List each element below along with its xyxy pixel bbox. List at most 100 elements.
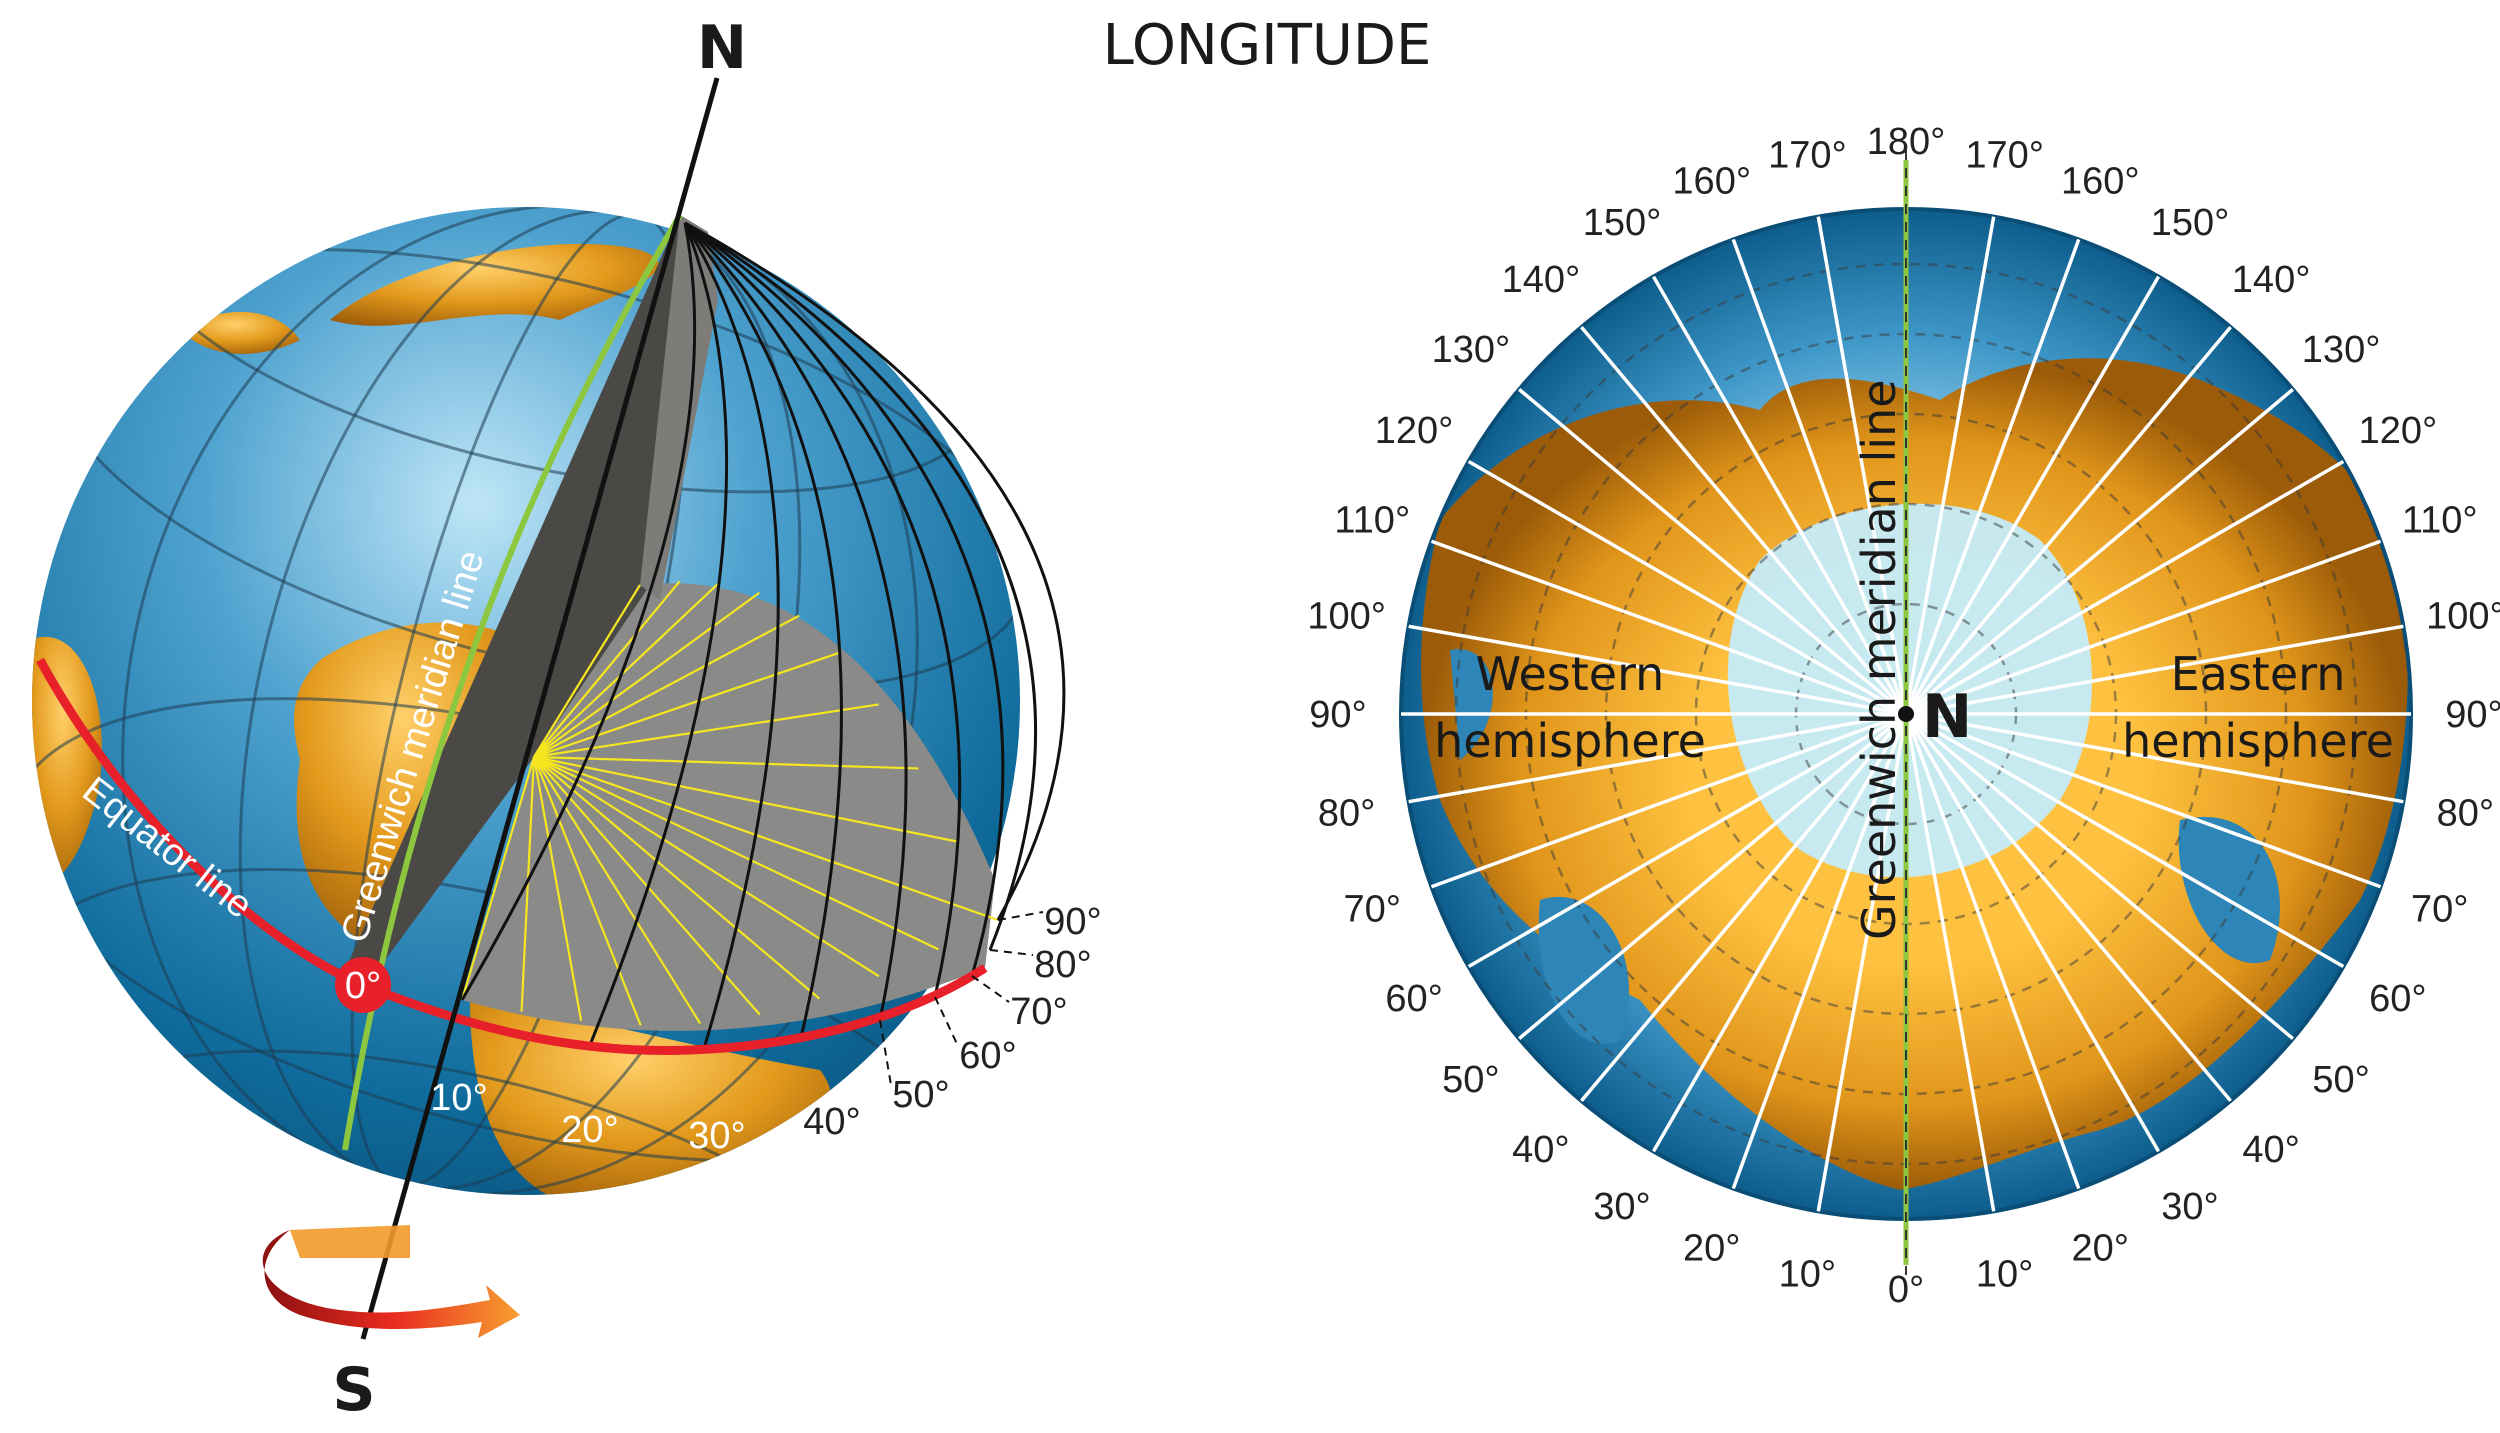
meridian-spoke: [1408, 712, 1907, 804]
fan-line: [533, 581, 721, 758]
fan-line: [533, 614, 800, 758]
meridian-spoke: [1905, 712, 2345, 969]
meridian-spoke: [1904, 713, 2081, 1190]
meridian-spoke: [1816, 713, 1908, 1212]
fan-line: [520, 756, 536, 1012]
east-longitude-label: 30°: [2161, 1186, 2218, 1228]
western-hemisphere-label-2: hemisphere: [1434, 714, 1706, 768]
globe-degree-label: 10°: [430, 1077, 487, 1119]
meridian-spoke: [1904, 326, 2232, 716]
east-longitude-label: 140°: [2232, 259, 2311, 301]
meridian-spoke: [1731, 238, 1908, 715]
meridian-arc: [684, 221, 1038, 951]
west-longitude-label: 60°: [1385, 978, 1442, 1020]
rotation-arrow-icon: [262, 1230, 520, 1338]
east-longitude-label: 100°: [2426, 595, 2500, 637]
label-leader: [989, 949, 1034, 956]
label-leader: [879, 1019, 892, 1086]
meridian-spoke: [1731, 713, 1908, 1190]
meridian-spoke: [1816, 216, 1908, 715]
meridian-spoke: [1905, 712, 2382, 889]
west-longitude-label: 50°: [1442, 1059, 1499, 1101]
globe-degree-label: 30°: [688, 1115, 745, 1157]
fan-line: [533, 580, 681, 758]
south-pole-label: S: [332, 1355, 375, 1425]
west-longitude-label: 80°: [1318, 793, 1375, 835]
globe-degree-label: 80°: [1034, 944, 1091, 986]
western-hemisphere-label-1: Western: [1476, 647, 1665, 701]
meridian-spoke: [1580, 326, 1908, 716]
meridian-spokes: [1401, 216, 2411, 1212]
origin-marker: [335, 957, 391, 1013]
meridian-spoke: [1905, 459, 2345, 716]
meridian-arcs: [460, 221, 1066, 1053]
globe-degree-label: 70°: [1010, 991, 1067, 1033]
meridian-arc: [588, 222, 729, 1046]
west-longitude-label: 20°: [1683, 1228, 1740, 1270]
meridian-arc: [460, 222, 697, 1001]
meridian-spoke: [1580, 712, 1908, 1102]
equator-line: [36, 657, 988, 1055]
meridian-spoke: [1904, 712, 2294, 1040]
label-leader: [997, 911, 1044, 921]
east-longitude-label: 170°: [1965, 135, 2044, 177]
fan-line: [532, 756, 583, 1021]
greenwich-meridian-line: [342, 213, 683, 1151]
fan-line: [460, 756, 536, 1001]
meridian-spoke: [1408, 624, 1907, 716]
fan-line: [532, 756, 642, 1026]
east-longitude-label: 120°: [2359, 410, 2438, 452]
origin-label: 0°: [345, 965, 381, 1007]
west-longitude-label: 70°: [1344, 888, 1401, 930]
east-longitude-label: 20°: [2072, 1228, 2129, 1270]
meridian-spoke: [1904, 712, 2232, 1102]
fan-line: [533, 651, 840, 759]
label-leader: [971, 975, 1010, 1003]
globe-degree-label: 60°: [959, 1035, 1016, 1077]
meridian-arc: [684, 221, 1005, 977]
equatorial-plane: [462, 583, 995, 1031]
east-longitude-label: 90°: [2445, 694, 2500, 736]
polar-north-label: N: [1922, 682, 1972, 752]
west-longitude-label: 30°: [1593, 1186, 1650, 1228]
rotation-arrow-tail: [290, 1225, 410, 1258]
fan-line: [533, 584, 641, 758]
eastern-hemisphere-label-1: Eastern: [2171, 647, 2346, 701]
fan-line: [533, 756, 939, 951]
west-longitude-label: 170°: [1768, 135, 1847, 177]
meridian-arc: [684, 221, 1066, 921]
meridian-fan-lines: [460, 580, 999, 1026]
fan-line: [533, 755, 999, 922]
meridian-spoke: [1518, 388, 1908, 716]
meridian-spoke: [1430, 712, 1907, 889]
label-leader: [934, 996, 959, 1047]
earth-axis: [360, 77, 720, 1340]
longitude-180-label: 180°: [1867, 121, 1946, 163]
west-longitude-label: 90°: [1309, 694, 1366, 736]
globe-degree-labels: 10° 20° 30° 40° 50°60°70° 80°90°: [430, 901, 1101, 1157]
west-longitude-label: 140°: [1502, 259, 1581, 301]
meridian-spoke: [1904, 388, 2294, 716]
meridian-plane: [345, 215, 708, 978]
meridian-spoke: [1904, 238, 2081, 715]
north-pole-label: N: [697, 13, 747, 83]
globe-degree-label: 40°: [803, 1101, 860, 1143]
polar-view: 10°10°20°20°30°30°40°40°50°50°60°60°70°7…: [1307, 121, 2500, 1311]
meridian-spoke: [1518, 712, 1908, 1040]
fan-line: [533, 755, 919, 770]
west-longitude-label: 160°: [1672, 160, 1751, 202]
east-longitude-label: 50°: [2312, 1059, 2369, 1101]
west-longitude-label: 40°: [1512, 1129, 1569, 1171]
east-longitude-label: 40°: [2242, 1129, 2299, 1171]
meridian-spoke: [1905, 539, 2382, 716]
meridian-spoke: [1430, 539, 1907, 716]
meridian-spoke: [1905, 624, 2404, 716]
west-longitude-label: 150°: [1583, 202, 1662, 244]
meridian-spoke: [1651, 275, 1908, 715]
meridian-spoke: [1467, 459, 1907, 716]
east-longitude-label: 160°: [2061, 160, 2140, 202]
west-longitude-label: 100°: [1307, 595, 1386, 637]
meridian-arc: [683, 222, 843, 1043]
diagram-title: LONGITUDE: [1103, 13, 1432, 78]
east-longitude-label: 70°: [2411, 888, 2468, 930]
